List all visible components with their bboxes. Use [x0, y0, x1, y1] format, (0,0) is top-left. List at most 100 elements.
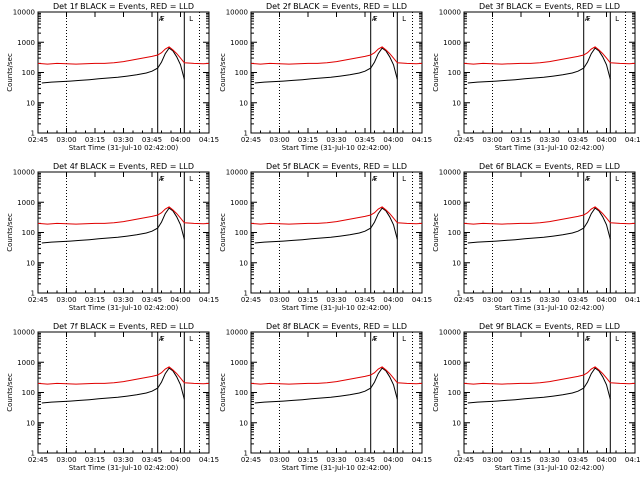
plot-frame: [250, 11, 423, 134]
x-tick-label: 03:00: [269, 296, 289, 304]
x-tick-label: 03:15: [298, 136, 318, 144]
flag-label: A: [159, 335, 164, 343]
y-tick-label: 10: [452, 419, 461, 427]
panel-det-8f: Det 8f BLACK = Events, RED = LLD AF L 1 10 10…: [219, 322, 432, 472]
plot-frame: [250, 331, 423, 454]
x-tick-label: 03:30: [113, 296, 133, 304]
y-tick-label: 10: [239, 99, 248, 107]
panel-title: Det 5f BLACK = Events, RED = LLD: [266, 162, 407, 171]
y-tick-label: 100: [448, 389, 461, 397]
series-events-line: [254, 47, 398, 84]
x-tick-label: 04:15: [412, 136, 432, 144]
plot-frame: [37, 331, 210, 454]
x-tick-label: 03:45: [355, 456, 375, 464]
flag-label: F: [587, 175, 591, 183]
x-tick-label: 04:15: [199, 456, 219, 464]
series-events-line: [41, 47, 185, 84]
panel-title: Det 9f BLACK = Events, RED = LLD: [479, 322, 620, 331]
y-axis-label: Counts/sec: [6, 53, 14, 92]
flag-label: A: [159, 15, 164, 23]
flag-label: F: [161, 175, 165, 183]
flag-label: A: [585, 15, 590, 23]
series-events-line: [467, 47, 611, 84]
x-tick-label: 03:00: [56, 136, 76, 144]
x-tick-label: 04:00: [383, 296, 403, 304]
x-tick-label: 03:45: [142, 136, 162, 144]
flag-label: F: [161, 335, 165, 343]
flag-label: A: [159, 175, 164, 183]
x-tick-label: 03:45: [355, 136, 375, 144]
panel-title: Det 4f BLACK = Events, RED = LLD: [53, 162, 194, 171]
y-tick-label: 100: [22, 389, 35, 397]
x-tick-label: 03:45: [142, 456, 162, 464]
x-tick-label: 03:30: [539, 456, 559, 464]
x-tick-label: 03:15: [85, 136, 105, 144]
y-axis-label: Counts/sec: [432, 213, 440, 252]
plot-frame: [37, 11, 210, 134]
series-lld-line: [463, 46, 636, 65]
x-tick-label: 04:15: [199, 136, 219, 144]
x-tick-label: 03:30: [539, 136, 559, 144]
flag-label: L: [189, 335, 193, 343]
x-tick-label: 03:15: [298, 296, 318, 304]
x-tick-label: 03:15: [511, 456, 531, 464]
panel-det-7f: Det 7f BLACK = Events, RED = LLD AF L 1 10 10…: [6, 322, 219, 472]
y-tick-label: 10: [452, 259, 461, 267]
flag-label: L: [189, 175, 193, 183]
x-axis-label: Start Time (31-Jul-10 02:42:00): [69, 304, 179, 312]
series-lld-line: [37, 366, 210, 385]
x-axis-label: Start Time (31-Jul-10 02:42:00): [495, 304, 605, 312]
series-lld-line: [463, 366, 636, 385]
y-tick-label: 1: [244, 290, 248, 298]
series-lld-line: [37, 206, 210, 225]
y-tick-label: 10000: [226, 169, 248, 177]
panel-det-6f: Det 6f BLACK = Events, RED = LLD AF L 1 10 10…: [432, 162, 640, 312]
y-tick-label: 1000: [17, 359, 35, 367]
flag-label: A: [372, 15, 377, 23]
x-tick-label: 03:15: [85, 296, 105, 304]
y-tick-label: 1000: [443, 199, 461, 207]
panel-title: Det 7f BLACK = Events, RED = LLD: [53, 322, 194, 331]
x-tick-label: 02:45: [241, 456, 261, 464]
plot-frame: [37, 171, 210, 294]
y-tick-label: 10: [239, 259, 248, 267]
x-tick-label: 02:45: [28, 136, 48, 144]
y-tick-label: 10: [26, 99, 35, 107]
panel-det-2f: Det 2f BLACK = Events, RED = LLD AF L 1 10 10…: [219, 2, 432, 152]
y-tick-label: 10: [26, 259, 35, 267]
panel-title: Det 8f BLACK = Events, RED = LLD: [266, 322, 407, 331]
y-tick-label: 1000: [230, 39, 248, 47]
x-tick-label: 04:00: [170, 136, 190, 144]
y-tick-label: 100: [235, 229, 248, 237]
y-tick-label: 1: [244, 450, 248, 458]
y-tick-label: 10000: [439, 169, 461, 177]
y-tick-label: 10000: [13, 329, 35, 337]
x-tick-label: 03:45: [355, 296, 375, 304]
plot-frame: [463, 331, 636, 454]
flag-label: A: [372, 175, 377, 183]
x-tick-label: 02:45: [454, 456, 474, 464]
y-tick-label: 100: [22, 229, 35, 237]
x-axis-label: Start Time (31-Jul-10 02:42:00): [282, 144, 392, 152]
x-tick-label: 03:00: [56, 296, 76, 304]
y-tick-label: 10000: [226, 9, 248, 17]
x-tick-label: 03:45: [568, 456, 588, 464]
y-tick-label: 100: [448, 69, 461, 77]
y-axis-label: Counts/sec: [432, 373, 440, 412]
x-tick-label: 02:45: [28, 296, 48, 304]
series-events-line: [467, 367, 611, 404]
x-tick-label: 03:15: [511, 296, 531, 304]
panel-title: Det 6f BLACK = Events, RED = LLD: [479, 162, 620, 171]
x-tick-label: 04:15: [199, 296, 219, 304]
y-tick-label: 10: [452, 99, 461, 107]
x-tick-label: 02:45: [454, 296, 474, 304]
x-tick-label: 02:45: [454, 136, 474, 144]
y-tick-label: 1: [457, 450, 461, 458]
panel-det-1f: Det 1f BLACK = Events, RED = LLD AF L 1 10 10…: [6, 2, 219, 152]
x-tick-label: 03:00: [482, 296, 502, 304]
flag-label: L: [615, 335, 619, 343]
flag-label: L: [189, 15, 193, 23]
x-tick-label: 04:00: [596, 136, 616, 144]
y-tick-label: 10000: [226, 329, 248, 337]
series-lld-line: [250, 206, 423, 225]
